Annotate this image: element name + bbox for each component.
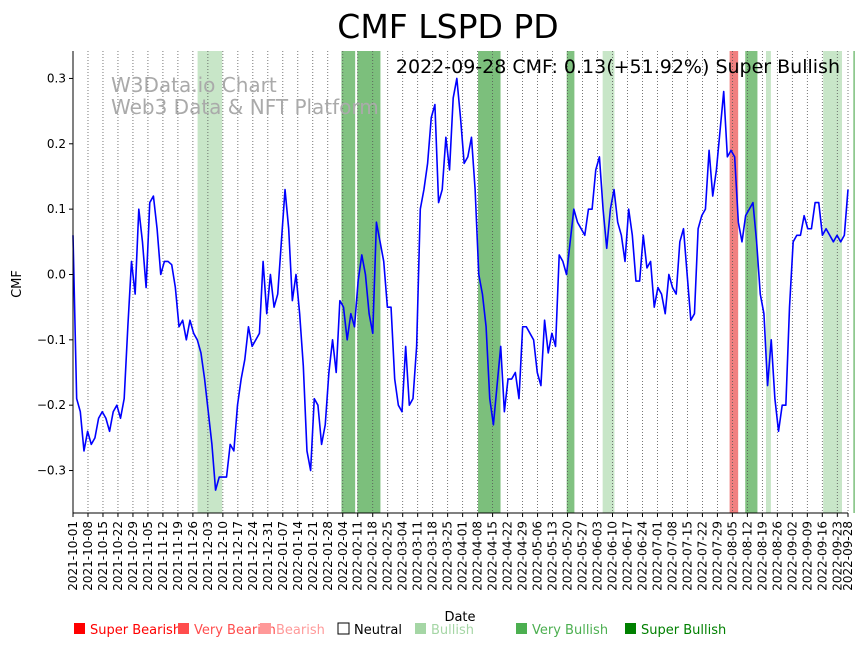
band-bullish <box>823 51 843 513</box>
x-tick-label: 2022-03-25 <box>441 521 455 591</box>
x-tick-label: 2022-04-15 <box>486 521 500 591</box>
legend-label: Super Bullish <box>641 623 726 638</box>
x-tick-label: 2022-09-02 <box>785 521 799 591</box>
chart-title: CMF LSPD PD <box>337 7 558 46</box>
watermark-line-2: Web3 Data & NFT Platform <box>111 95 379 119</box>
x-tick-label: 2021-12-24 <box>246 521 260 591</box>
band-super-bullish <box>478 51 501 513</box>
x-tick-label: 2021-11-19 <box>171 521 185 591</box>
x-tick-label: 2021-10-01 <box>66 521 80 591</box>
x-tick-label: 2021-12-10 <box>216 521 230 591</box>
x-tick-label: 2022-06-17 <box>620 521 634 591</box>
x-tick-label: 2022-05-27 <box>576 521 590 591</box>
x-tick-label: 2022-01-07 <box>276 521 290 591</box>
y-tick-label: −0.1 <box>37 333 66 347</box>
x-tick-label: 2022-09-28 <box>841 521 855 591</box>
y-tick-label: 0.0 <box>47 267 66 281</box>
x-tick-label: 2022-07-15 <box>680 521 694 591</box>
band-very-bullish <box>745 51 758 513</box>
x-tick-label: 2022-06-03 <box>591 521 605 591</box>
x-tick-label: 2022-05-20 <box>561 521 575 591</box>
x-tick-label: 2022-06-10 <box>606 521 620 591</box>
watermark-line-1: W3Data.io Chart <box>111 73 277 97</box>
x-tick-label: 2022-08-19 <box>755 521 769 591</box>
band-bearish <box>729 51 739 513</box>
band-super-bullish <box>357 51 381 513</box>
x-axis-label: Date <box>444 610 475 625</box>
y-tick-label: 0.3 <box>47 71 66 85</box>
legend-label: Very Bullish <box>532 623 608 638</box>
x-tick-label: 2022-01-28 <box>321 521 335 591</box>
x-tick-label: 2022-07-29 <box>710 521 724 591</box>
x-tick-label: 2022-02-11 <box>351 521 365 591</box>
x-tick-label: 2022-01-21 <box>306 521 320 591</box>
x-tick-label: 2021-10-08 <box>81 521 95 591</box>
signal-bands <box>197 51 855 513</box>
x-tick-label: 2021-12-31 <box>261 521 275 591</box>
band-very-bullish <box>341 51 356 513</box>
y-tick-label: 0.1 <box>47 202 66 216</box>
x-tick-label: 2021-10-15 <box>96 521 110 591</box>
x-tick-label: 2022-04-01 <box>456 521 470 591</box>
x-tick-label: 2021-12-03 <box>201 521 215 591</box>
x-ticks: 2021-10-01 2021-10-08 2021-10-15 2021-10-22… <box>66 513 855 591</box>
x-tick-label: 2022-05-06 <box>531 521 545 591</box>
x-tick-label: 2022-01-14 <box>291 521 305 591</box>
x-tick-label: 2022-02-04 <box>336 521 350 591</box>
x-tick-label: 2022-04-29 <box>516 521 530 591</box>
legend-swatch <box>337 622 350 635</box>
x-tick-label: 2021-10-22 <box>111 521 125 591</box>
x-tick-label: 2022-03-18 <box>426 521 440 591</box>
legend-label: Super Bearish <box>90 623 181 638</box>
legend: Super Bearish Very Bearish Bearish Neutral B… <box>74 622 726 638</box>
x-tick-label: 2022-09-16 <box>815 521 829 591</box>
legend-swatch <box>178 623 189 634</box>
x-tick-label: 2021-10-29 <box>126 521 140 591</box>
y-tick-label: −0.2 <box>37 398 66 412</box>
x-tick-label: 2022-06-24 <box>635 521 649 591</box>
x-tick-label: 2022-07-01 <box>650 521 664 591</box>
y-axis-label: CMF <box>10 270 25 298</box>
legend-label: Very Bearish <box>194 623 276 638</box>
legend-label: Bullish <box>431 623 474 638</box>
y-tick-label: −0.3 <box>37 464 66 478</box>
x-tick-label: 2021-11-26 <box>186 521 200 591</box>
legend-swatch <box>74 623 85 634</box>
x-tick-label: 2022-02-25 <box>381 521 395 591</box>
latest-annotation: 2022-09-28 CMF: 0.13(+51.92%) Super Bull… <box>396 56 840 78</box>
x-tick-label: 2021-11-12 <box>156 521 170 591</box>
x-tick-label: 2022-08-12 <box>740 521 754 591</box>
x-tick-label: 2022-09-09 <box>800 521 814 591</box>
y-ticks: −0.3 −0.2 −0.1 0.0 0.1 0.2 0.3 <box>37 71 73 478</box>
x-tick-label: 2022-05-13 <box>546 521 560 591</box>
legend-swatch <box>516 623 527 634</box>
x-tick-label: 2021-11-05 <box>141 521 155 591</box>
band-bullish <box>766 51 771 513</box>
legend-swatch <box>260 623 271 634</box>
x-tick-label: 2022-07-08 <box>665 521 679 591</box>
x-tick-label: 2022-03-11 <box>411 521 425 591</box>
legend-label: Bearish <box>276 623 325 638</box>
band-bullish <box>602 51 615 513</box>
legend-label: Neutral <box>354 623 402 638</box>
band-very-bullish <box>566 51 575 513</box>
cmf-series-line <box>72 77 849 491</box>
y-tick-label: 0.2 <box>47 137 66 151</box>
x-tick-label: 2021-12-17 <box>231 521 245 591</box>
x-tick-label: 2022-04-22 <box>501 521 515 591</box>
legend-swatch <box>415 623 426 634</box>
x-tick-label: 2022-04-08 <box>471 521 485 591</box>
x-tick-label: 2022-03-04 <box>396 521 410 591</box>
axes <box>72 51 848 514</box>
band-super-bullish <box>853 51 855 513</box>
x-tick-label: 2022-02-18 <box>366 521 380 591</box>
x-tick-label: 2022-08-26 <box>770 521 784 591</box>
legend-swatch <box>625 623 636 634</box>
x-tick-label: 2022-09-23 <box>830 521 844 591</box>
x-tick-label: 2022-07-22 <box>695 521 709 591</box>
band-bullish <box>197 51 223 513</box>
x-tick-label: 2022-08-05 <box>725 521 739 591</box>
